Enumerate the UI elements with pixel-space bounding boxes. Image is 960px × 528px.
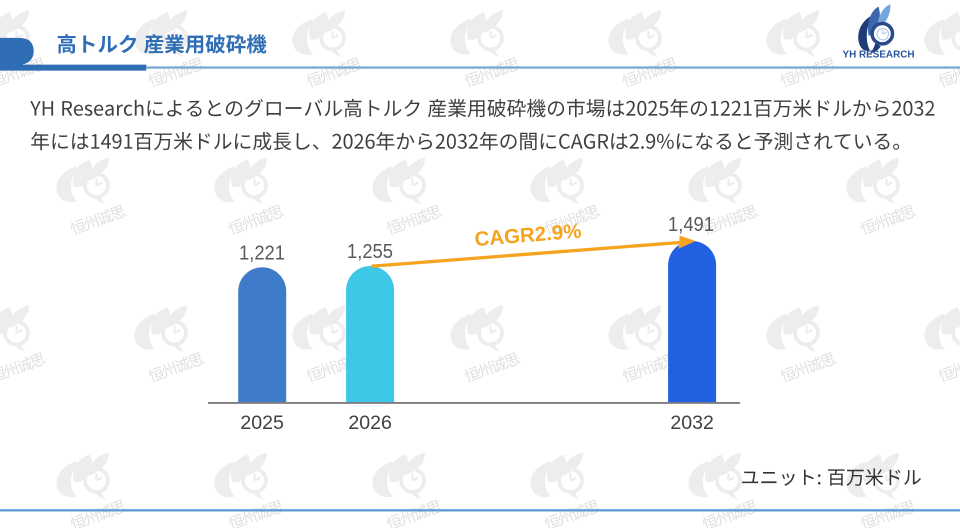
svg-text:1,491: 1,491 (668, 214, 714, 236)
svg-text:1,221: 1,221 (239, 242, 285, 264)
svg-text:YH RESEARCH: YH RESEARCH (843, 50, 915, 61)
svg-text:CAGR2.9%: CAGR2.9% (474, 220, 583, 252)
svg-text:1,255: 1,255 (347, 241, 393, 263)
svg-text:2032: 2032 (670, 413, 714, 434)
svg-text:2026: 2026 (348, 413, 392, 434)
svg-text:2025: 2025 (240, 413, 284, 434)
